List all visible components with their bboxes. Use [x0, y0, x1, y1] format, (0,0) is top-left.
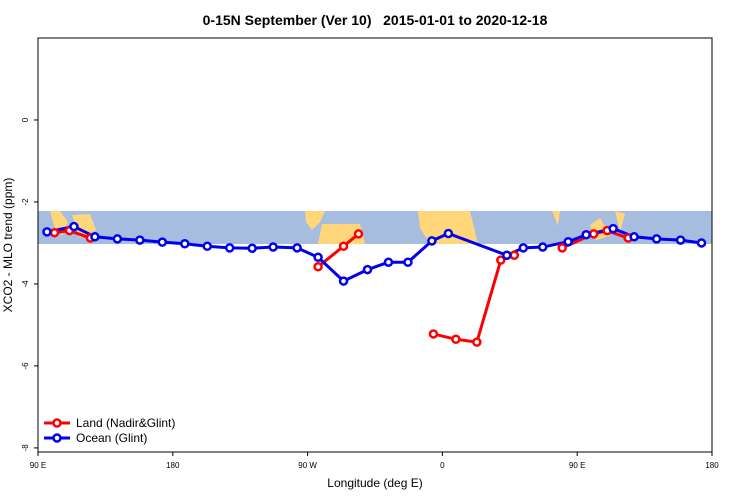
point [557, 243, 567, 253]
y-tick-label: -8 [21, 444, 30, 452]
y-tick-label: -4 [21, 280, 30, 288]
point [112, 234, 123, 244]
x-tick-label: 90 E [30, 461, 46, 470]
point [518, 243, 529, 253]
x-tick-label: 90 W [298, 461, 317, 470]
point [651, 234, 662, 244]
point [581, 230, 591, 240]
point [49, 227, 60, 238]
y-tick-label: -2 [21, 198, 30, 206]
point [313, 261, 323, 272]
x-tick-label: 0 [440, 461, 445, 470]
legend-marker [52, 433, 62, 443]
plot-frame [37, 37, 713, 453]
point [202, 241, 212, 251]
point [292, 243, 302, 253]
map-strip [38, 211, 712, 244]
point [224, 243, 235, 253]
point [403, 257, 413, 267]
point [247, 243, 257, 254]
point [496, 255, 506, 265]
point [675, 235, 686, 245]
point [502, 250, 512, 260]
point [90, 232, 100, 242]
point [563, 236, 573, 247]
point [427, 236, 437, 246]
y-axis-label: XCO2 - MLO trend (ppm) [1, 178, 15, 313]
point [588, 229, 599, 239]
point [443, 228, 454, 239]
legend-marker [52, 418, 62, 428]
point [608, 223, 618, 234]
point [451, 334, 461, 345]
point [696, 238, 707, 248]
point [338, 241, 349, 251]
point [157, 237, 168, 247]
point [428, 329, 439, 339]
chart-title: 0-15N September (Ver 10) 2015-01-01 to 2… [203, 12, 548, 28]
legend-label: Ocean (Glint) [76, 431, 147, 445]
y-tick-label: 0 [21, 117, 30, 122]
point [472, 337, 482, 347]
legend-label: Land (Nadir&Glint) [76, 416, 175, 430]
point [509, 250, 520, 260]
point [69, 221, 79, 232]
point [338, 276, 349, 286]
point [383, 257, 394, 267]
point [313, 252, 323, 263]
point [362, 264, 373, 275]
point [135, 235, 145, 245]
x-tick-label: 90 E [569, 461, 585, 470]
x-tick-label: 180 [705, 461, 719, 470]
point [629, 232, 639, 242]
point [538, 242, 548, 252]
y-tick-label: -6 [21, 362, 30, 370]
x-axis-label: Longitude (deg E) [327, 476, 422, 490]
point [180, 239, 190, 249]
x-tick-label: 180 [166, 461, 180, 470]
point [268, 242, 278, 252]
point [353, 229, 364, 239]
point [42, 227, 52, 237]
